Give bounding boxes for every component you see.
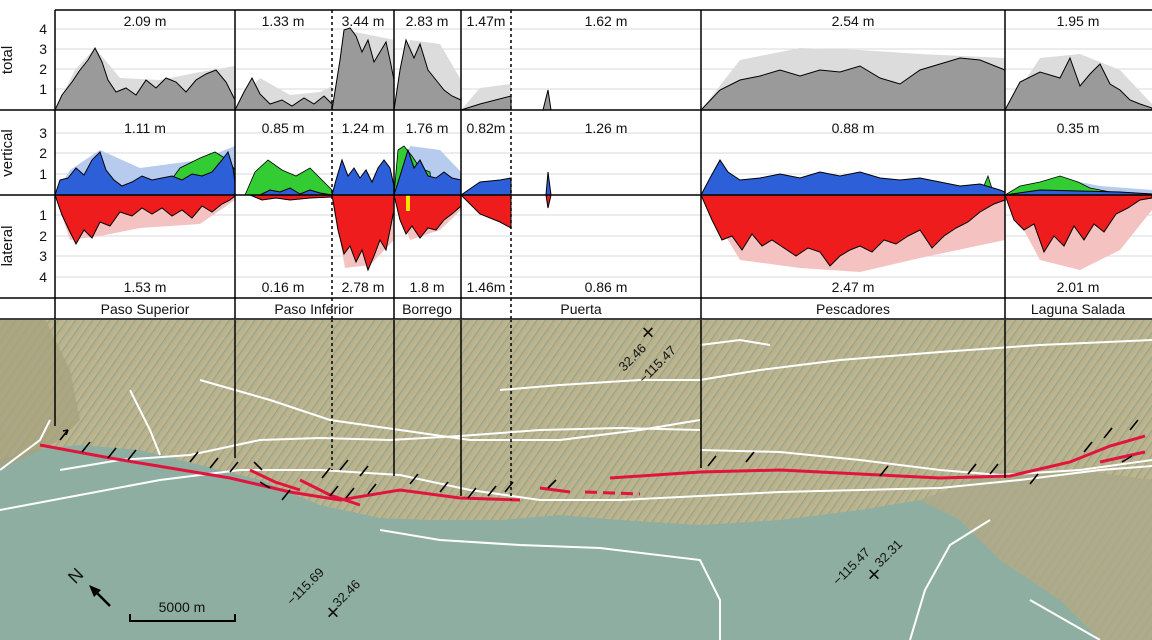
scale-bar: 5000 m: [129, 599, 236, 622]
segment-vertical-value: 1.76 m: [406, 120, 449, 136]
tick-label: 3: [39, 248, 47, 264]
vertical-slip-area: [54, 148, 1152, 196]
plot-frames: [0, 9, 1152, 320]
tick-label: 3: [39, 41, 47, 57]
cross-icon: ✕: [326, 603, 340, 622]
lower-right-hills: [920, 470, 1152, 640]
vertical-axis: vertical 1 2 3: [0, 125, 47, 182]
segment-name: Borrego: [402, 301, 452, 317]
cross-icon: ✕: [867, 565, 881, 584]
segment-name: Pescadores: [816, 301, 890, 317]
segment-lateral-value: 1.53 m: [124, 279, 167, 295]
tick-label: 1: [39, 81, 47, 97]
tick-label: 2: [39, 61, 47, 77]
map-boundary-lines: [54, 319, 1006, 500]
tick-label: 1: [39, 166, 47, 182]
segment-lateral-value: 0.86 m: [585, 279, 628, 295]
lateral-slip-area: [54, 194, 1152, 272]
tick-label: 2: [39, 145, 47, 161]
tick-label: 4: [39, 269, 47, 285]
fault-traces: [0, 338, 1152, 640]
segment-vertical-value: 0.35 m: [1057, 120, 1100, 136]
north-arrow-head-icon: [89, 585, 101, 597]
segment-lateral-value: 0.16 m: [262, 279, 305, 295]
segment-lateral-value: 1.8 m: [409, 279, 444, 295]
segment-name: Paso Inferior: [274, 301, 354, 317]
segment-lateral-value: 2.47 m: [832, 279, 875, 295]
scale-label: 5000 m: [159, 599, 206, 615]
segment-labels: 2.09 m 1.11 m 1.53 m Paso Superior 1.33 …: [101, 13, 1126, 317]
tick-label: 3: [39, 125, 47, 141]
segment-lateral-value: 2.01 m: [1057, 279, 1100, 295]
segment-total-value: 3.44 m: [342, 13, 385, 29]
segment-total-value: 2.09 m: [124, 13, 167, 29]
segment-name: Paso Superior: [101, 301, 190, 317]
segment-vertical-value: 0.85 m: [262, 120, 305, 136]
segment-vertical-value: 1.11 m: [124, 120, 166, 136]
lateral-axis: lateral 1 2 3 4: [0, 207, 47, 285]
scale-bar-line: [129, 614, 236, 622]
segment-lateral-value: 2.78 m: [342, 279, 385, 295]
tick-label: 4: [39, 21, 47, 37]
plot-area: total 1 2 3 4 vertical 1 2 3 lateral 1 2…: [0, 9, 1152, 320]
cross-icon: ✕: [641, 323, 655, 342]
segment-name: Laguna Salada: [1031, 301, 1125, 317]
total-slip-area: [54, 27, 1152, 111]
mountain-range: [0, 319, 1152, 640]
segment-lateral-value: 1.46m: [467, 279, 506, 295]
total-axis-label: total: [0, 46, 16, 74]
segment-total-value: 1.95 m: [1057, 13, 1100, 29]
segment-total-value: 1.33 m: [262, 13, 305, 29]
segment-vertical-value: 1.26 m: [585, 120, 628, 136]
slip-arrows: [59, 419, 1139, 501]
segment-vertical-value: 1.24 m: [342, 120, 385, 136]
segment-total-value: 2.83 m: [406, 13, 449, 29]
segment-total-value: 1.62 m: [585, 13, 628, 29]
lateral-axis-label: lateral: [0, 226, 16, 267]
minor-slip-mark: [406, 195, 410, 211]
tick-label: 1: [39, 207, 47, 223]
left-ridge: [0, 319, 80, 470]
total-axis: total 1 2 3 4: [0, 21, 47, 97]
rupture-traces: [39, 434, 1146, 507]
segment-total-value: 2.54 m: [832, 13, 875, 29]
tick-label: 2: [39, 228, 47, 244]
segment-vertical-value: 0.88 m: [832, 120, 875, 136]
segment-name: Puerta: [560, 301, 601, 317]
vertical-axis-label: vertical: [0, 129, 16, 177]
segment-vertical-value: 0.82m: [467, 120, 506, 136]
map-panel: ✕ 32.46 −115.47 ✕ −115.69 32.46 ✕ −115.4…: [0, 319, 1152, 640]
segment-total-value: 1.47m: [467, 13, 506, 29]
